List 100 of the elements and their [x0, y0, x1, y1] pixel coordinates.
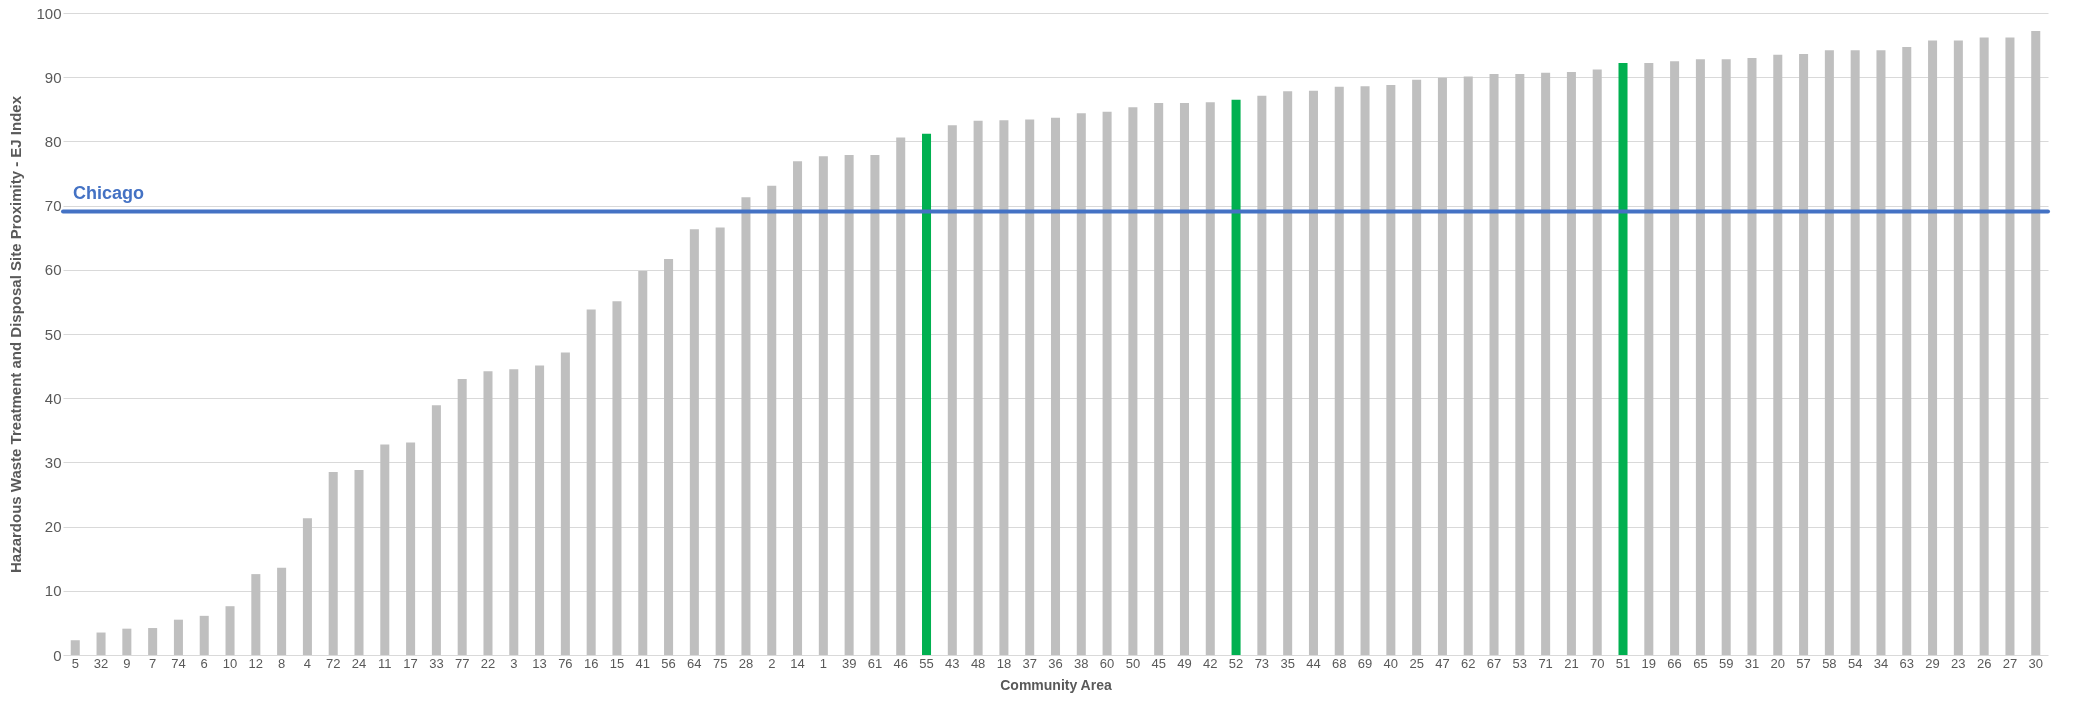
- x-tick-label: 71: [1538, 655, 1553, 671]
- bar: [1257, 95, 1267, 655]
- x-tick-label: 68: [1332, 655, 1347, 671]
- bar: [535, 365, 545, 655]
- bar: [1360, 86, 1370, 655]
- x-tick-label: 26: [1976, 655, 1992, 671]
- bar: [1721, 59, 1731, 655]
- bar: [173, 619, 183, 655]
- bar: [70, 640, 80, 655]
- x-tick-label: 53: [1512, 655, 1528, 671]
- y-tick-label: 40: [44, 389, 62, 407]
- bar: [148, 628, 158, 655]
- x-tick-label: 16: [583, 655, 599, 671]
- x-tick-label: 40: [1383, 655, 1399, 671]
- ref-line-label: Chicago: [73, 183, 145, 204]
- x-tick-label: 72: [325, 655, 341, 671]
- bar: [973, 120, 983, 655]
- bar: [689, 229, 699, 655]
- x-tick-label: 45: [1151, 655, 1166, 671]
- bar: [1876, 50, 1886, 655]
- bar: [1824, 50, 1834, 655]
- x-tick-label: 6: [200, 655, 208, 671]
- y-axis-title: Hazardous Waste Treatment and Disposal Site Proximity - EJ Index: [7, 95, 25, 574]
- x-tick-label: 10: [222, 655, 238, 671]
- x-tick-label: 28: [738, 655, 754, 671]
- x-tick-label: 66: [1667, 655, 1682, 671]
- bar: [96, 632, 106, 655]
- bar: [1850, 50, 1860, 655]
- x-tick-label: 50: [1125, 655, 1141, 671]
- x-tick-label: 43: [945, 655, 960, 671]
- x-tick-label: 52: [1228, 655, 1244, 671]
- x-tick-label: 46: [893, 655, 908, 671]
- bar: [1618, 63, 1628, 655]
- bar: [2031, 30, 2041, 655]
- bar: [1025, 119, 1035, 655]
- x-tick-label: 35: [1280, 655, 1295, 671]
- x-tick-label: 60: [1099, 655, 1115, 671]
- bar: [1773, 54, 1783, 655]
- x-tick-label: 25: [1409, 655, 1424, 671]
- y-tick-label: 70: [44, 197, 62, 215]
- bar: [1489, 73, 1499, 655]
- x-axis-title: Community Area: [1000, 676, 1112, 693]
- bar: [1128, 107, 1138, 655]
- bar: [225, 606, 235, 655]
- bar: [509, 369, 519, 655]
- x-tick-label: 5: [71, 655, 79, 671]
- bar: [1154, 102, 1164, 655]
- x-tick-label: 51: [1615, 655, 1631, 671]
- x-tick-label: 49: [1177, 655, 1192, 671]
- bar: [328, 472, 338, 655]
- x-tick-label: 33: [429, 655, 444, 671]
- x-tick-label: 24: [351, 655, 367, 671]
- x-tick-label: 76: [558, 655, 573, 671]
- bar: [380, 444, 390, 655]
- y-tick-label: 50: [44, 325, 62, 343]
- x-tick-label: 15: [609, 655, 625, 671]
- bar: [277, 567, 287, 655]
- bar: [457, 378, 467, 655]
- x-tick-label: 57: [1796, 655, 1811, 671]
- bar: [1308, 90, 1318, 655]
- bar: [947, 125, 957, 655]
- x-tick-label: 69: [1357, 655, 1373, 671]
- bar: [1463, 76, 1473, 655]
- bar: [1953, 40, 1963, 655]
- x-tick-label: 75: [712, 655, 728, 671]
- bar: [1541, 72, 1551, 655]
- x-tick-label: 31: [1744, 655, 1760, 671]
- x-tick-label: 14: [790, 655, 805, 671]
- bar: [1902, 47, 1912, 655]
- bar: [1670, 61, 1680, 655]
- bar: [1644, 63, 1654, 655]
- bar: [741, 197, 751, 655]
- x-tick-label: 13: [532, 655, 547, 671]
- x-tick-label: 2: [768, 655, 776, 671]
- x-tick-label: 48: [970, 655, 986, 671]
- x-tick-label: 58: [1822, 655, 1837, 671]
- bar: [767, 185, 777, 655]
- y-tick-label: 60: [44, 261, 62, 279]
- bar: [302, 518, 312, 655]
- x-tick-label: 8: [278, 655, 286, 671]
- bar: [999, 120, 1009, 655]
- bar: [1515, 73, 1525, 655]
- bar: [793, 161, 803, 655]
- x-tick-label: 70: [1589, 655, 1605, 671]
- x-tick-label: 61: [867, 655, 883, 671]
- x-tick-label: 19: [1641, 655, 1657, 671]
- x-tick-label: 20: [1770, 655, 1786, 671]
- bar: [870, 154, 880, 655]
- bar: [1283, 91, 1293, 655]
- x-tick-label: 27: [2002, 655, 2018, 671]
- y-tick-label: 0: [53, 646, 62, 664]
- x-tick-label: 73: [1254, 655, 1270, 671]
- bar: [406, 442, 416, 655]
- x-tick-label: 67: [1486, 655, 1502, 671]
- x-tick-label: 29: [1925, 655, 1940, 671]
- x-tick-label: 56: [661, 655, 676, 671]
- bar: [1179, 102, 1189, 655]
- bar: [560, 352, 570, 655]
- bar: [2005, 37, 2015, 655]
- x-tick-label: 47: [1435, 655, 1450, 671]
